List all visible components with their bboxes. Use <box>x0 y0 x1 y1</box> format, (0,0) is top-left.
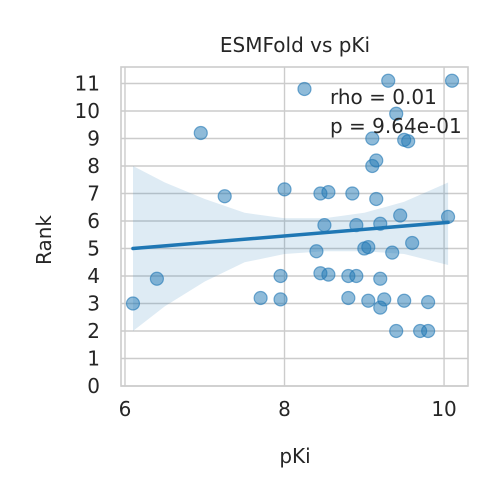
y-tick-label: 11 <box>75 72 100 96</box>
y-tick-label: 0 <box>87 374 100 398</box>
data-point <box>405 235 420 251</box>
regression-line <box>131 220 450 251</box>
rho-annotation: rho = 0.01 <box>330 85 437 109</box>
p-value-annotation: p = 9.64e-01 <box>330 114 462 138</box>
data-point <box>273 268 288 284</box>
x-tick-label: 8 <box>278 397 291 421</box>
data-point <box>321 267 336 282</box>
data-point <box>253 290 268 306</box>
data-point <box>193 125 208 141</box>
y-tick-label: 2 <box>87 319 100 343</box>
x-tick-labels: 6 8 10 <box>119 397 457 421</box>
y-tick-label: 1 <box>87 347 100 371</box>
confidence-band <box>133 166 449 331</box>
data-point <box>217 189 232 204</box>
data-point <box>341 290 356 306</box>
regression-line-group <box>131 220 450 251</box>
data-point <box>381 73 396 88</box>
data-point <box>421 323 436 339</box>
data-point <box>361 293 376 308</box>
data-point <box>349 218 364 233</box>
data-points <box>125 73 460 339</box>
data-point <box>369 191 384 207</box>
y-axis-label: Rank <box>32 215 56 265</box>
data-point <box>401 134 416 149</box>
x-tick-label: 6 <box>119 397 132 421</box>
data-point <box>389 323 404 339</box>
data-point <box>385 245 400 260</box>
y-tick-label: 3 <box>87 292 100 316</box>
y-tick-label: 4 <box>87 264 100 288</box>
y-tick-label: 7 <box>87 182 100 206</box>
y-tick-label: 10 <box>75 99 100 123</box>
y-tick-label: 5 <box>87 237 100 261</box>
data-point <box>349 268 364 284</box>
data-point <box>345 186 360 201</box>
data-point <box>369 153 384 168</box>
data-point <box>297 81 312 97</box>
data-point <box>389 106 404 121</box>
data-point <box>377 292 392 307</box>
y-tick-label: 9 <box>87 127 100 151</box>
data-point <box>373 271 388 286</box>
data-point <box>440 209 456 224</box>
data-point <box>317 218 332 233</box>
data-point <box>365 131 380 146</box>
y-tick-labels: 0 1 2 3 4 5 6 7 8 9 10 11 <box>75 72 100 399</box>
data-point <box>361 240 376 255</box>
plot-frame <box>120 66 469 387</box>
x-tick-label: 10 <box>431 397 456 421</box>
data-point <box>277 182 292 197</box>
x-axis-label: pKi <box>279 444 310 468</box>
data-point <box>149 271 164 286</box>
data-point <box>373 216 388 231</box>
data-point <box>125 296 141 311</box>
confidence-band-group <box>133 166 449 331</box>
data-point <box>321 185 336 200</box>
y-tick-label: 8 <box>87 154 100 178</box>
chart-title: ESMFold vs pKi <box>220 33 370 57</box>
data-point <box>421 295 436 310</box>
data-point <box>309 244 324 259</box>
data-point <box>397 293 412 308</box>
data-point <box>444 73 460 88</box>
y-tick-label: 6 <box>87 209 100 233</box>
data-point <box>393 208 408 223</box>
data-point <box>273 292 288 307</box>
